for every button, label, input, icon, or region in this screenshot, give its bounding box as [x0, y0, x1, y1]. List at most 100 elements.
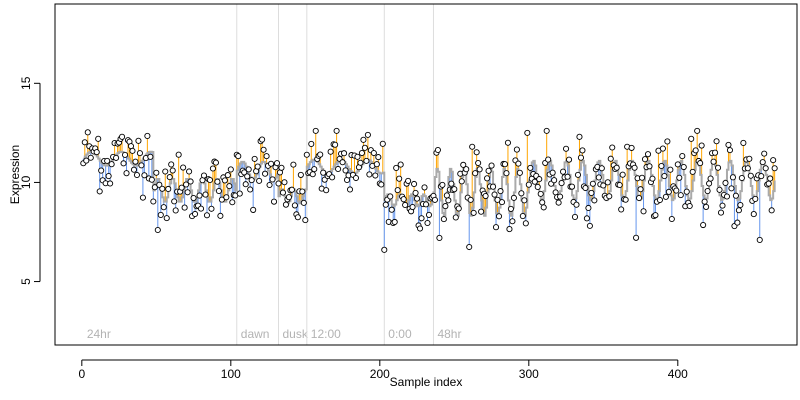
data-point [591, 197, 598, 204]
data-point [725, 141, 732, 148]
data-point [267, 160, 275, 167]
data-point [588, 189, 595, 196]
data-point [153, 169, 160, 176]
data-point [397, 161, 404, 168]
x-tick-label: 400 [668, 367, 688, 381]
data-point [81, 139, 88, 146]
phase-label: 0:00 [388, 327, 412, 341]
data-point [549, 169, 556, 176]
data-point [692, 147, 699, 154]
data-point [491, 191, 498, 198]
data-point [227, 166, 234, 173]
data-point [761, 150, 768, 157]
data-point [738, 174, 745, 182]
data-point [527, 164, 534, 171]
data-point [665, 188, 672, 195]
data-point [200, 172, 208, 179]
data-point [683, 188, 690, 195]
data-point [582, 184, 589, 192]
data-point [288, 186, 295, 193]
data-point [378, 181, 385, 188]
data-point [183, 181, 190, 188]
data-point [619, 171, 626, 178]
data-point [215, 187, 222, 195]
y-tick-label: 5 [19, 278, 33, 285]
data-point [439, 181, 446, 188]
data-point [688, 135, 695, 142]
data-point [707, 175, 714, 182]
data-point [583, 215, 590, 222]
data-point [644, 151, 652, 158]
y-axis-label: Expression [8, 145, 22, 204]
data-point [732, 192, 739, 199]
data-point [631, 164, 638, 171]
data-point [489, 183, 497, 190]
data-point [242, 181, 249, 188]
data-point [475, 159, 482, 167]
data-point [269, 176, 276, 183]
data-point [503, 170, 510, 177]
data-point [168, 161, 175, 168]
data-point [431, 196, 438, 203]
data-point [379, 140, 386, 147]
data-point [442, 203, 449, 210]
data-point [767, 175, 774, 182]
data-point [598, 165, 605, 172]
x-axis-label: Sample index [390, 375, 463, 389]
data-point [470, 209, 477, 216]
data-point [405, 177, 412, 184]
data-point [135, 137, 142, 144]
data-point [485, 167, 492, 174]
phase-label: 12:00 [311, 327, 341, 341]
data-point [251, 155, 258, 162]
data-point [700, 221, 707, 229]
data-point [543, 127, 550, 134]
data-point [679, 153, 686, 160]
data-point [618, 206, 625, 213]
data-point [341, 150, 348, 157]
data-point [734, 219, 741, 226]
data-point [758, 173, 765, 180]
data-point [770, 157, 777, 164]
data-point [260, 146, 267, 153]
data-point [308, 140, 315, 147]
data-point [735, 207, 742, 214]
data-point [589, 180, 596, 187]
data-point [303, 151, 310, 158]
data-point [571, 213, 579, 220]
data-point [281, 179, 288, 186]
data-point [148, 176, 155, 183]
data-point [381, 246, 388, 253]
data-point [443, 192, 450, 199]
data-point [716, 186, 723, 193]
data-point [299, 188, 306, 195]
data-point [750, 211, 757, 218]
data-point [373, 161, 380, 168]
data-point [151, 184, 158, 191]
data-point [178, 184, 185, 191]
data-point [740, 139, 747, 146]
data-point [187, 178, 194, 185]
data-point [150, 198, 157, 205]
data-point [452, 214, 459, 221]
data-point [524, 129, 531, 136]
data-point [197, 205, 205, 212]
data-point [382, 201, 389, 208]
data-point [311, 166, 318, 173]
data-point [646, 163, 653, 170]
data-point [327, 148, 334, 155]
data-point [482, 192, 489, 200]
data-point [495, 213, 503, 220]
data-point [521, 197, 528, 204]
data-point [118, 133, 126, 140]
data-point [555, 199, 562, 206]
data-point [163, 215, 170, 222]
data-point [661, 173, 668, 180]
data-point [440, 216, 447, 223]
data-point [768, 207, 775, 214]
data-point [83, 157, 90, 164]
data-point [229, 199, 236, 206]
data-point [226, 183, 233, 190]
data-point [329, 174, 336, 181]
data-point [710, 158, 717, 165]
